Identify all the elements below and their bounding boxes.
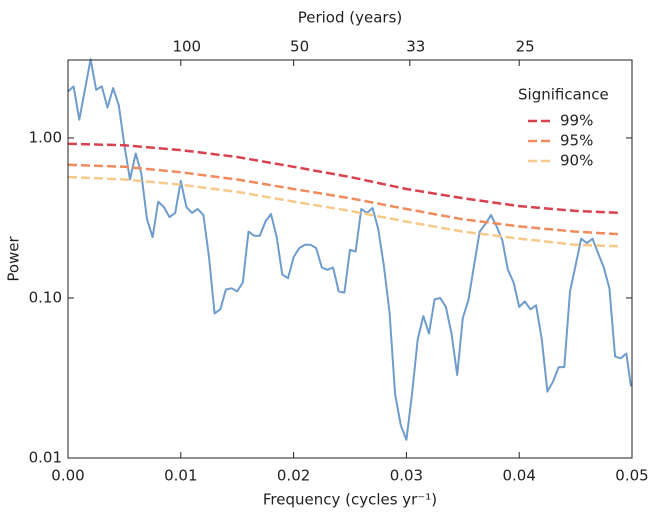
top-tick-label: 100 — [172, 38, 201, 56]
top-axis-label: Period (years) — [298, 9, 403, 27]
legend-label: 90% — [560, 152, 593, 170]
y-tick-label: 0.01 — [29, 449, 62, 467]
x-tick-label: 0.01 — [164, 467, 197, 485]
top-tick-label: 25 — [516, 38, 535, 56]
x-tick-label: 0.04 — [502, 467, 535, 485]
y-axis-label: Power — [5, 235, 23, 281]
x-tick-label: 0.00 — [51, 467, 84, 485]
x-axis-label: Frequency (cycles yr⁻¹) — [263, 491, 437, 509]
series-line — [67, 175, 621, 248]
series-line — [67, 163, 621, 236]
plot-frame — [67, 59, 633, 459]
series-line — [67, 58, 632, 441]
top-tick-label: 33 — [406, 38, 425, 56]
legend-label: 99% — [560, 112, 593, 130]
x-tick-label: 0.02 — [277, 467, 310, 485]
y-tick-label: 1.00 — [29, 128, 62, 146]
y-tick-label: 0.10 — [29, 288, 62, 306]
x-tick-label: 0.03 — [390, 467, 423, 485]
top-tick-label: 50 — [290, 38, 309, 56]
legend-title: Significance — [518, 86, 609, 104]
series-line — [67, 142, 621, 215]
x-tick-label: 0.05 — [615, 467, 648, 485]
legend-label: 95% — [560, 132, 593, 150]
